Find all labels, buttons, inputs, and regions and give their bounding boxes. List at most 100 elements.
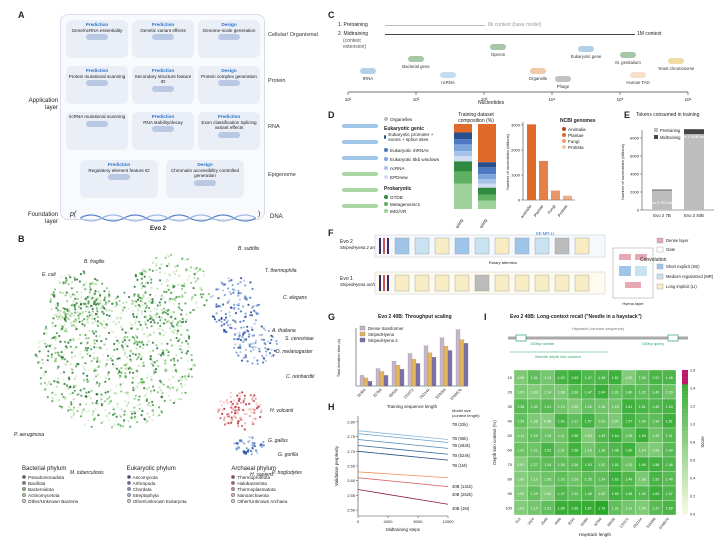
umap-point [84, 362, 87, 365]
cell-kind: Prediction [107, 162, 131, 167]
umap-point [136, 341, 139, 344]
pretraining-bar [652, 190, 672, 210]
umap-point [110, 330, 113, 333]
umap-point [108, 308, 111, 312]
colorbar-segment [682, 424, 688, 428]
panel-e-title: Tokens consumed in training [636, 112, 700, 118]
cell-text: ncRNA mutational scanning [68, 114, 126, 119]
umap-point [223, 423, 227, 426]
umap-point [75, 365, 78, 368]
umap-point [59, 329, 63, 332]
heatmap-value: 0.98 [544, 419, 551, 423]
panel-c-xlabel: Nucleotides [478, 100, 505, 106]
legend-title: Model size [452, 408, 472, 413]
umap-point [91, 315, 94, 318]
umap-point [80, 394, 83, 397]
umap-point [150, 325, 153, 328]
umap-point [45, 332, 48, 335]
umap-point [113, 348, 116, 351]
umap-point [244, 356, 247, 359]
umap-point [160, 342, 163, 345]
umap-point [237, 346, 240, 349]
umap-point [96, 307, 99, 310]
umap-point [54, 338, 57, 341]
composition-bar-segment [478, 187, 496, 195]
umap-point [62, 377, 65, 380]
umap-point [125, 340, 128, 343]
umap-point [76, 410, 79, 413]
legend-item: Actinomycetota [22, 492, 113, 498]
umap-point [234, 343, 237, 346]
umap-point [87, 337, 90, 340]
layer-block [474, 274, 490, 292]
umap-point [141, 328, 144, 331]
umap-point [123, 364, 126, 367]
umap-point [82, 302, 85, 305]
colorbar-tick: 1.0 [690, 423, 695, 427]
umap-point [219, 400, 222, 403]
umap-point [91, 294, 94, 297]
umap-point [127, 420, 130, 423]
species-label: B. fragilis [84, 259, 105, 265]
umap-point [225, 316, 228, 319]
umap-point [87, 409, 90, 412]
umap-point [89, 288, 92, 291]
panel-d-legend: Organelles Eukaryotic genic Eukaryotic pro… [340, 114, 440, 224]
composition-title: Training dataset composition (%) [458, 112, 494, 124]
umap-point [271, 335, 274, 338]
legend-item: Bacteroidota [22, 486, 113, 492]
cell-text: Gene/ncRNA essentiality [71, 27, 123, 33]
legend-item-label: Other/Unknown Archaea [237, 498, 288, 504]
umap-point [155, 256, 158, 260]
legend-item: Other/Unknown Bacteria [22, 498, 113, 504]
umap-point [258, 347, 261, 350]
umap-point [241, 391, 244, 394]
umap-point [125, 404, 129, 407]
umap-point [183, 282, 186, 285]
umap-point [180, 309, 183, 312]
perplexity-line [357, 430, 449, 440]
umap-point [249, 314, 252, 317]
umap-point [250, 411, 253, 414]
composition-bar-segment [454, 144, 472, 152]
umap-point [150, 278, 153, 281]
umap-point [138, 341, 141, 344]
umap-point [115, 301, 118, 304]
umap-point [167, 354, 170, 357]
umap-point [132, 352, 135, 355]
dense-block [635, 254, 647, 260]
umap-point [175, 354, 178, 357]
umap-point [144, 310, 147, 313]
umap-point [180, 357, 183, 360]
y-tick-label: 40 [508, 418, 513, 423]
umap-point [101, 420, 105, 423]
bar-category-label: Evo 2 7B [653, 213, 671, 218]
umap-point [143, 267, 146, 270]
umap-point [182, 320, 185, 323]
umap-point [162, 296, 165, 299]
umap-point [252, 408, 255, 411]
umap-point [164, 311, 167, 315]
umap-point [211, 294, 214, 298]
umap-point [181, 341, 184, 344]
umap-point [167, 299, 170, 302]
umap-point [113, 298, 116, 301]
heatmap-value: 1.08 [639, 477, 646, 481]
colorbar-segment [682, 488, 688, 493]
umap-point [102, 395, 105, 398]
umap-point [174, 265, 177, 268]
umap-point [252, 342, 255, 345]
umap-point [165, 264, 169, 268]
umap-point [110, 310, 113, 313]
umap-point [107, 402, 110, 405]
layer-label-foundation: Foundation layer [27, 212, 58, 225]
umap-point [235, 351, 238, 354]
umap-point [178, 307, 182, 311]
umap-point [148, 268, 151, 271]
umap-point [128, 354, 132, 357]
umap-point [191, 296, 194, 299]
layer-block [454, 274, 470, 292]
umap-point [195, 300, 198, 303]
colorbar-segment [682, 463, 688, 468]
umap-point [106, 354, 110, 357]
